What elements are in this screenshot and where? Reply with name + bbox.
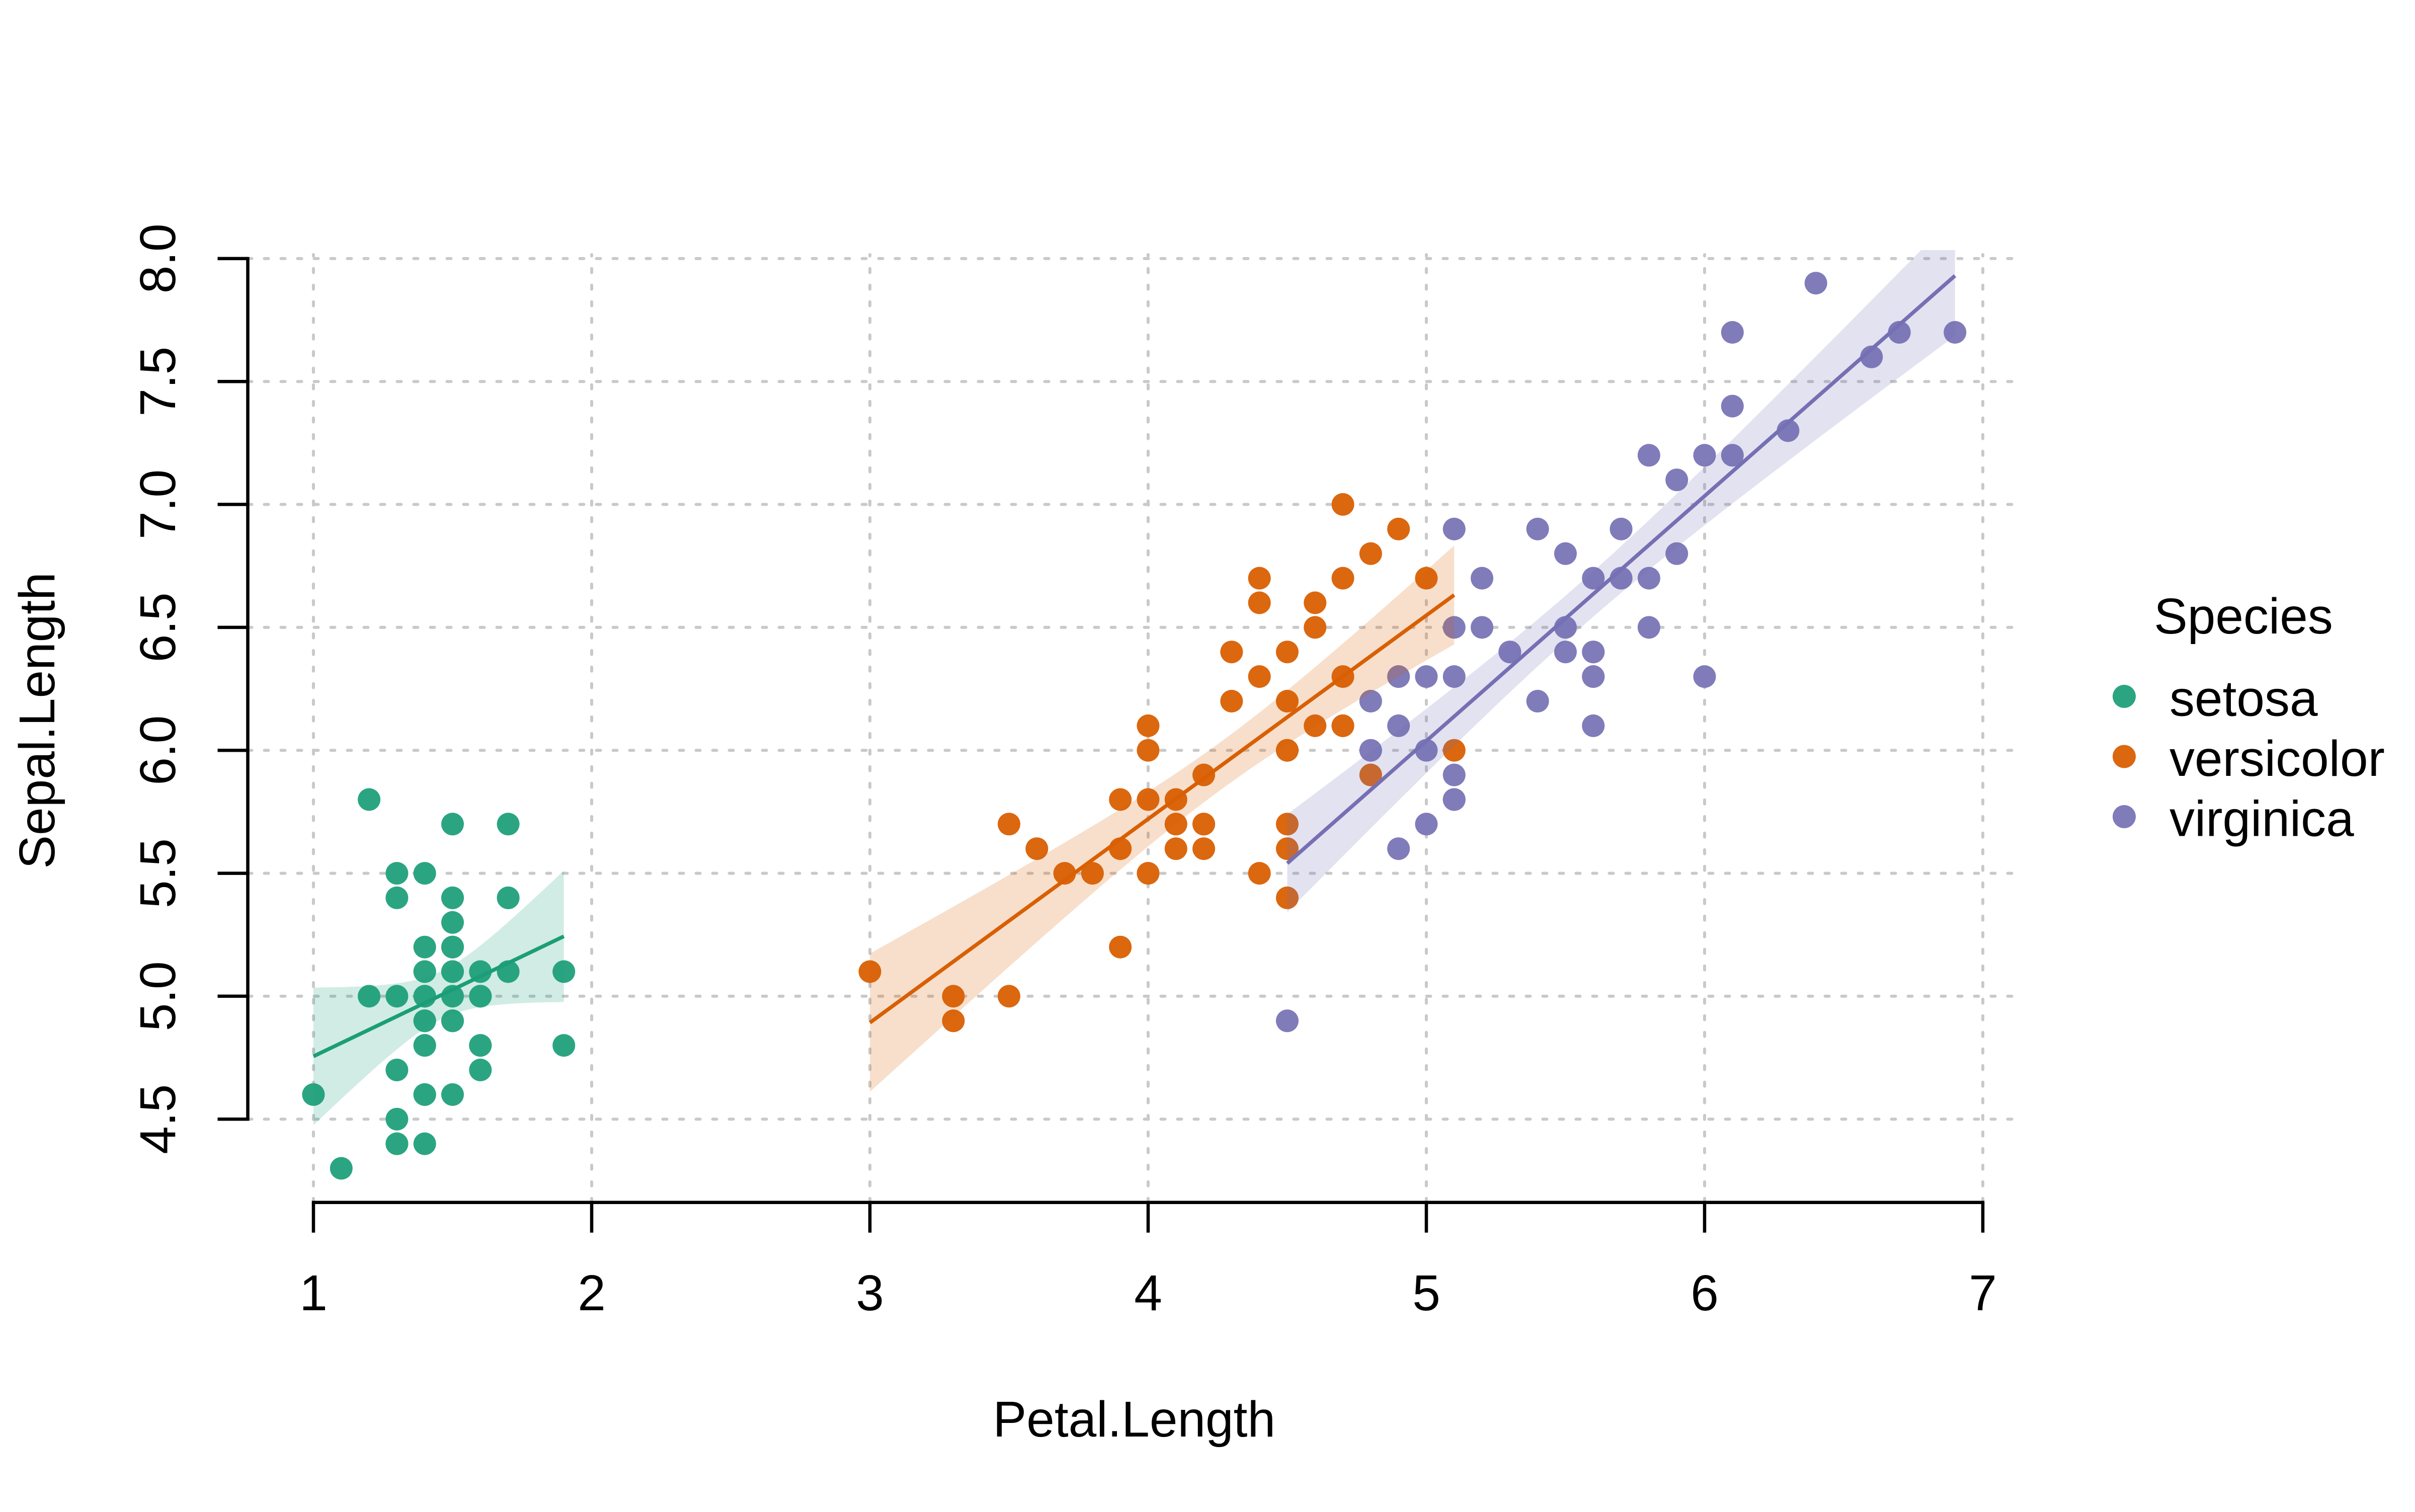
svg-text:5: 5 — [1412, 1265, 1440, 1321]
svg-text:7: 7 — [1969, 1265, 1997, 1321]
svg-text:1: 1 — [299, 1265, 328, 1321]
svg-text:4: 4 — [1134, 1265, 1162, 1321]
svg-text:versicolor: versicolor — [2169, 731, 2385, 787]
svg-text:5.0: 5.0 — [130, 961, 186, 1031]
svg-text:6.5: 6.5 — [130, 592, 186, 662]
svg-text:setosa: setosa — [2169, 671, 2318, 727]
svg-text:Petal.Length: Petal.Length — [993, 1391, 1276, 1448]
svg-text:7.5: 7.5 — [130, 347, 186, 417]
svg-text:Species: Species — [2154, 588, 2333, 645]
svg-text:2: 2 — [578, 1265, 606, 1321]
svg-text:6: 6 — [1691, 1265, 1719, 1321]
svg-text:virginica: virginica — [2169, 791, 2354, 847]
svg-text:7.0: 7.0 — [130, 469, 186, 539]
svg-text:8.0: 8.0 — [130, 223, 186, 293]
svg-text:5.5: 5.5 — [130, 838, 186, 908]
svg-text:6.0: 6.0 — [130, 715, 186, 785]
svg-text:4.5: 4.5 — [130, 1084, 186, 1154]
svg-text:Sepal.Length: Sepal.Length — [9, 572, 65, 868]
svg-text:3: 3 — [856, 1265, 884, 1321]
